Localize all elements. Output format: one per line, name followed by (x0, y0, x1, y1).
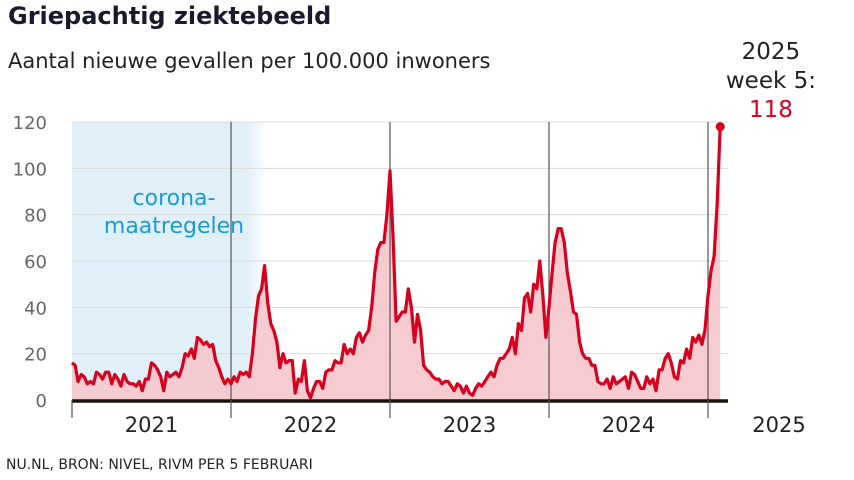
y-tick-label: 0 (36, 391, 47, 412)
y-tick-label: 100 (13, 159, 47, 180)
y-tick-label: 120 (13, 113, 47, 134)
chart-title: Griepachtig ziektebeeld (8, 2, 332, 30)
x-tick-label: 2021 (125, 413, 178, 437)
x-tick-label: 2025 (752, 413, 805, 437)
x-tick-label: 2023 (443, 413, 496, 437)
x-tick-label: 2022 (284, 413, 337, 437)
chart-subtitle: Aantal nieuwe gevallen per 100.000 inwon… (8, 49, 491, 73)
latest-value-annotation: 2025 week 5: 118 (726, 38, 816, 125)
annotation-year: 2025 (741, 39, 801, 65)
source-note: NU.NL, BRON: NIVEL, RIVM PER 5 FEBRUARI (6, 457, 313, 473)
corona-label: maatregelen (104, 214, 244, 239)
annotation-week: week 5: (725, 68, 816, 94)
y-tick-label: 20 (24, 345, 47, 366)
y-tick-label: 80 (24, 206, 47, 227)
y-tick-label: 60 (24, 252, 47, 273)
y-tick-label: 40 (24, 298, 47, 319)
annotation-value: 118 (748, 97, 793, 123)
area-fill (72, 126, 721, 400)
x-tick-label: 2024 (602, 413, 655, 437)
series-line (71, 126, 722, 400)
latest-point-marker (715, 122, 725, 132)
corona-label: corona- (133, 186, 216, 211)
